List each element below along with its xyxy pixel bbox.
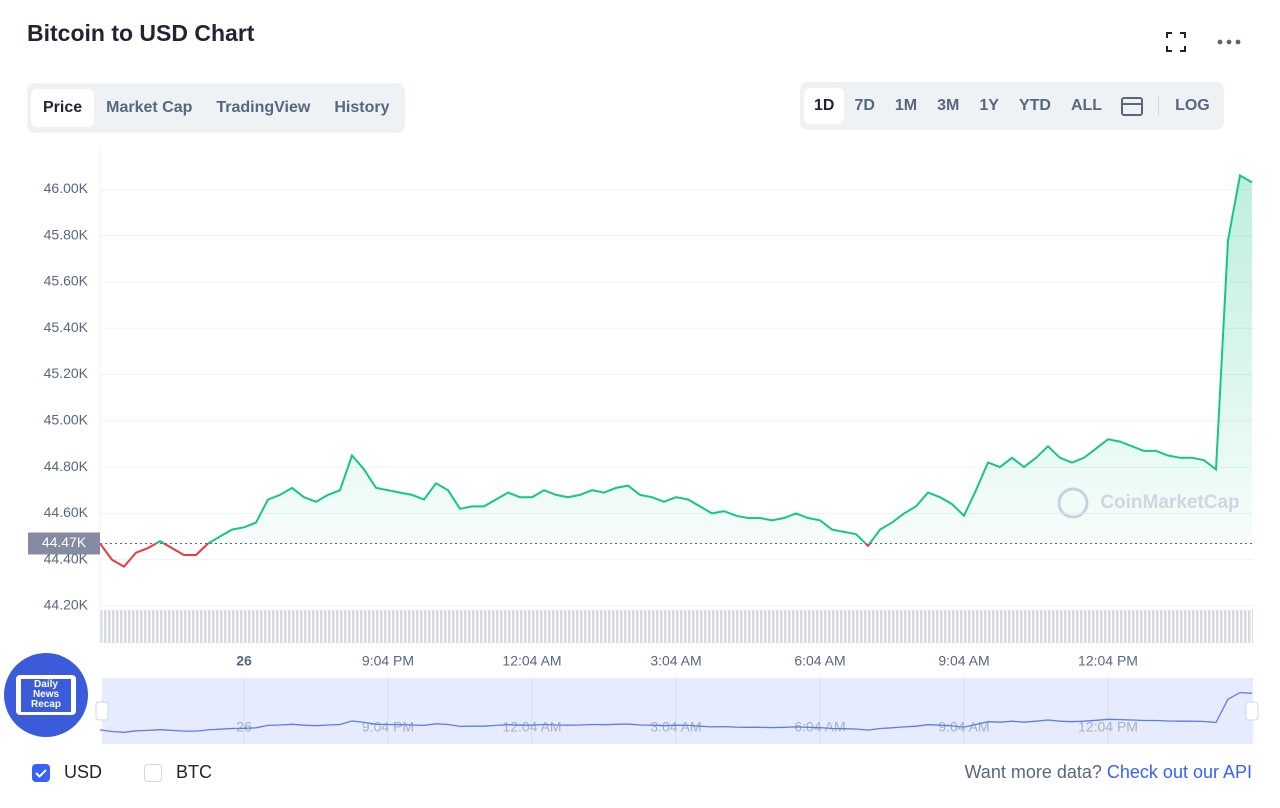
y-tick-label: 45.00K [44,412,89,428]
range-button[interactable]: 7D [854,97,875,114]
log-button[interactable]: LOG [1175,97,1210,114]
x-tick-label: 9:04 PM [362,653,414,669]
navigator-tick-label: 12:04 PM [1078,719,1138,735]
fullscreen-icon[interactable] [1164,30,1188,54]
separator [1158,96,1160,116]
x-tick-label: 12:04 AM [502,653,561,669]
y-tick-label: 45.60K [44,273,89,289]
checkbox-label: USD [64,762,103,782]
range-button[interactable]: 1D [804,88,845,124]
navigator-tick-label: 26 [236,719,252,735]
footer-text: Want more data? [964,762,1102,782]
api-link[interactable]: Check out our API [1106,762,1252,782]
currency-toggle: USD BTC [32,762,212,783]
navigator-tick-label: 9:04 PM [362,719,414,735]
badge-text: Recap [30,699,61,710]
tab[interactable]: Market Cap [106,99,193,116]
price-line-up [100,173,1253,544]
y-tick-label: 45.80K [44,226,89,242]
y-tick-label: 45.40K [44,319,89,335]
range-button[interactable]: 1Y [979,97,999,114]
more-icon[interactable] [1216,38,1242,46]
area [100,175,1252,544]
y-tick-label: 44.60K [44,504,89,520]
reference-label: 44.47K [42,534,87,550]
badge[interactable]: Daily News Recap [4,653,88,737]
calendar-icon[interactable] [1112,94,1152,118]
x-tick-label: 6:04 AM [794,653,845,669]
watermark: CoinMarketCap [1100,492,1239,513]
reference-badge [28,532,100,555]
range-bar: 1D 7D 1M 3M 1Y YTD ALL LOG [800,82,1224,130]
navigator[interactable] [102,678,1253,744]
checkbox[interactable] [32,763,50,782]
navigator-line [99,691,1253,733]
tab[interactable]: Price [31,89,95,127]
x-tick-label: 9:04 AM [938,653,989,669]
x-tick-label: 3:04 AM [650,653,701,669]
range-button[interactable]: 1M [894,97,918,114]
tab[interactable]: History [334,99,390,116]
navigator-tick-label: 12:04 AM [502,719,561,735]
range-button[interactable]: ALL [1070,97,1103,114]
badge-text: Daily [34,679,58,690]
navigator-handle[interactable] [1245,701,1259,721]
range-button[interactable]: 3M [937,97,960,114]
y-tick-label: 44.80K [44,458,89,474]
navigator-tick-label: 3:04 AM [650,719,701,735]
checkbox[interactable] [144,763,163,782]
volume-band [100,610,1253,643]
chart: 44.20K44.40K44.60K44.80K45.00K45.20K45.4… [28,150,1259,744]
y-tick-label: 44.20K [44,597,89,613]
navigator-handle[interactable] [95,701,109,721]
tab[interactable]: TradingView [216,99,311,116]
chart-title: Bitcoin to USD Chart [27,20,255,46]
tab-bar: Price Market Cap TradingView History [27,83,406,133]
y-tick-label: 45.20K [44,365,89,381]
x-tick-label: 26 [236,653,252,669]
range-button[interactable]: YTD [1018,97,1051,114]
y-tick-label: 46.00K [44,180,89,196]
footer: Want more data? Check out our API [964,762,1252,783]
x-tick-label: 12:04 PM [1078,653,1138,669]
checkbox-label: BTC [176,762,213,782]
navigator-tick-label: 6:04 AM [794,719,845,735]
badge-text: News [32,689,60,700]
